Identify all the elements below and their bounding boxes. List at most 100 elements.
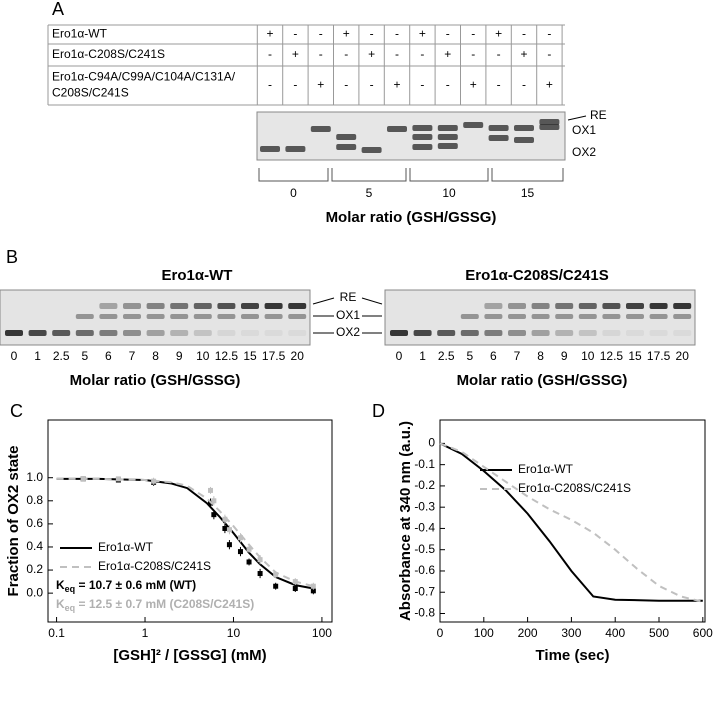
gel-band <box>555 303 574 309</box>
gel-band <box>460 330 479 336</box>
gel-band <box>412 144 433 150</box>
y-tick-label: 0.2 <box>26 562 43 576</box>
gel-band <box>437 330 456 336</box>
gel-band <box>578 303 597 309</box>
gel-band <box>578 314 597 319</box>
lane-label: 5 <box>466 349 473 363</box>
x-tick-label: 0.1 <box>48 626 65 640</box>
data-point <box>257 571 263 577</box>
sign: - <box>446 27 450 41</box>
gel-band <box>602 314 621 319</box>
row-label: Ero1α-C208S/C241S <box>52 47 165 61</box>
band-pointer <box>312 297 335 305</box>
data-point <box>292 579 298 585</box>
gel-band <box>555 330 574 336</box>
annotation-sub: eq <box>65 603 76 613</box>
annotation-sub: eq <box>65 584 76 594</box>
gel-band <box>99 314 118 319</box>
gel-band <box>75 314 94 319</box>
sign: + <box>520 47 527 61</box>
gel-band <box>123 330 141 336</box>
annotation: Keq = 12.5 ± 0.7 mM (C208S/C241S) <box>56 597 254 613</box>
gel-band <box>264 330 283 336</box>
sign: - <box>522 78 526 92</box>
panel-label: C <box>10 401 23 421</box>
y-tick-label: 1.0 <box>26 470 43 484</box>
group-bracket <box>258 168 329 182</box>
y-tick-label: -0.8 <box>414 606 435 620</box>
y-tick-label: -0.1 <box>414 457 435 471</box>
band-label: OX1 <box>572 123 596 137</box>
data-point <box>151 478 157 484</box>
x-tick-label: 400 <box>605 626 625 640</box>
lane-label: 0 <box>11 349 18 363</box>
gel-band <box>5 330 23 336</box>
gel-band <box>508 303 526 309</box>
gel-band <box>539 119 560 125</box>
ratio-label: 0 <box>290 186 297 200</box>
x-tick-label: 100 <box>474 626 494 640</box>
gel-band <box>531 314 550 319</box>
sign: - <box>446 78 450 92</box>
data-point <box>115 476 121 482</box>
annotation-part: K <box>56 578 65 592</box>
gel-band <box>75 330 94 336</box>
gel-band <box>412 134 433 140</box>
sign: - <box>471 27 475 41</box>
gel-band <box>390 330 408 336</box>
data-point <box>273 572 279 578</box>
data-point <box>226 527 232 533</box>
axis-title: Molar ratio (GSH/GSSG) <box>70 372 241 389</box>
x-axis-title: [GSH]² / [GSSG] (mM) <box>113 647 266 664</box>
gel-band <box>437 125 458 131</box>
data-point <box>222 526 228 532</box>
gel-band <box>146 314 165 319</box>
gel-band <box>217 314 236 319</box>
axis-title: Molar ratio (GSH/GSSG) <box>326 209 497 226</box>
gel-band <box>28 330 47 336</box>
annotation-part: K <box>56 597 65 611</box>
y-tick-label: -0.5 <box>414 542 435 556</box>
gel-band <box>285 146 306 152</box>
data-point <box>222 516 228 522</box>
gel-band <box>673 303 692 309</box>
x-tick-label: 300 <box>561 626 581 640</box>
gel-band <box>626 314 644 319</box>
sign: + <box>546 78 553 92</box>
gel-band <box>437 143 458 149</box>
sign: - <box>344 78 348 92</box>
sign: + <box>419 27 426 41</box>
sign: - <box>268 47 272 61</box>
gel-band <box>336 134 357 140</box>
x-tick-label: 0 <box>437 626 444 640</box>
y-axis-title: Fraction of OX2 state <box>5 446 22 597</box>
sign: + <box>470 78 477 92</box>
band-label: RE <box>340 290 357 304</box>
gel-band <box>484 314 503 319</box>
y-tick-label: -0.2 <box>414 478 435 492</box>
data-point <box>246 559 252 565</box>
series-line <box>439 442 704 603</box>
gel-band <box>555 314 574 319</box>
x-tick-label: 100 <box>312 626 332 640</box>
lane-label: 1 <box>34 349 41 363</box>
gel-band <box>193 303 212 309</box>
gel-band <box>460 314 479 319</box>
sign: + <box>444 47 451 61</box>
sign: - <box>395 27 399 41</box>
gel-band <box>241 314 259 319</box>
lane-label: 2.5 <box>438 349 455 363</box>
sign: - <box>395 47 399 61</box>
data-point <box>310 588 316 594</box>
band-label: OX1 <box>336 308 360 322</box>
legend-label: Ero1α-WT <box>98 540 154 554</box>
row-label: Ero1α-WT <box>52 27 108 41</box>
gel-band <box>626 330 644 336</box>
lane-label: 8 <box>537 349 544 363</box>
gel-band <box>52 330 71 336</box>
gel-band <box>673 330 692 336</box>
sign: - <box>497 78 501 92</box>
gel-band <box>514 137 534 143</box>
gel <box>256 111 566 161</box>
